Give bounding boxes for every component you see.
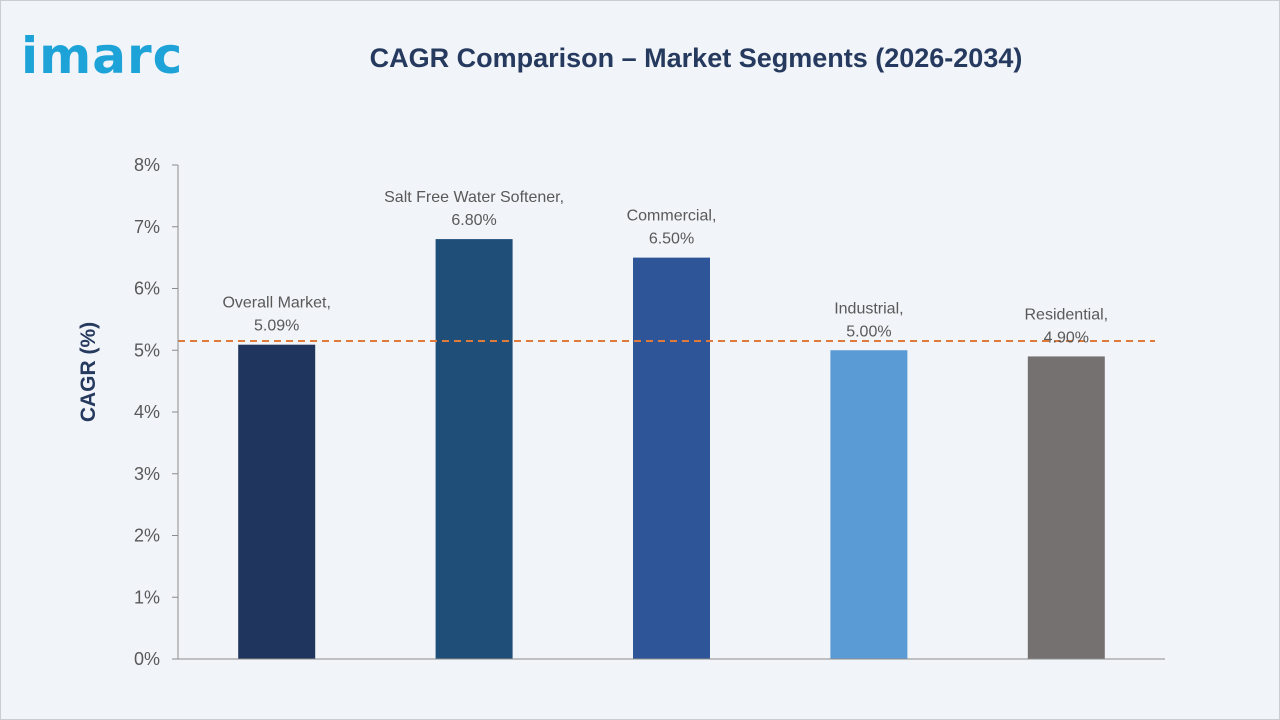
data-label-value: 5.09% — [254, 318, 299, 335]
bar-4 — [1027, 356, 1105, 659]
bar-0 — [238, 344, 316, 659]
data-label-value: 5.00% — [846, 323, 891, 340]
data-label-value: 6.50% — [649, 231, 694, 248]
y-tick-label: 1% — [134, 587, 160, 607]
chart-title: CAGR Comparison – Market Segments (2026-… — [369, 43, 1023, 73]
y-tick-label: 5% — [134, 340, 160, 360]
data-label-category: Overall Market, — [222, 295, 330, 312]
data-label-category: Commercial, — [627, 208, 717, 225]
data-label-value: 6.80% — [451, 212, 496, 229]
bar-1 — [435, 239, 513, 659]
y-axis-title: CAGR (%) — [77, 322, 100, 422]
y-tick-label: 2% — [134, 526, 160, 546]
data-label-category: Industrial, — [834, 300, 903, 317]
y-axis-ticks: 0% 1% 2% 3% 4% 5% 6% 7% 8% — [134, 155, 178, 669]
y-tick-label: 3% — [134, 464, 160, 484]
y-tick-label: 6% — [134, 279, 160, 299]
y-tick-label: 8% — [134, 155, 160, 175]
data-labels: Overall Market, 5.09% Salt Free Water Soft… — [222, 189, 1108, 346]
bar-3 — [830, 350, 908, 659]
bars — [238, 239, 1105, 659]
imarc-logo: imarc — [21, 27, 184, 85]
data-label-value: 4.90% — [1044, 329, 1089, 346]
axes — [177, 165, 1165, 660]
y-tick-label: 0% — [134, 649, 160, 669]
y-tick-label: 4% — [134, 402, 160, 422]
bar-2 — [633, 257, 710, 659]
data-label-category: Salt Free Water Softener, — [384, 189, 564, 206]
data-label-category: Residential, — [1024, 306, 1108, 323]
y-tick-label: 7% — [134, 217, 160, 237]
